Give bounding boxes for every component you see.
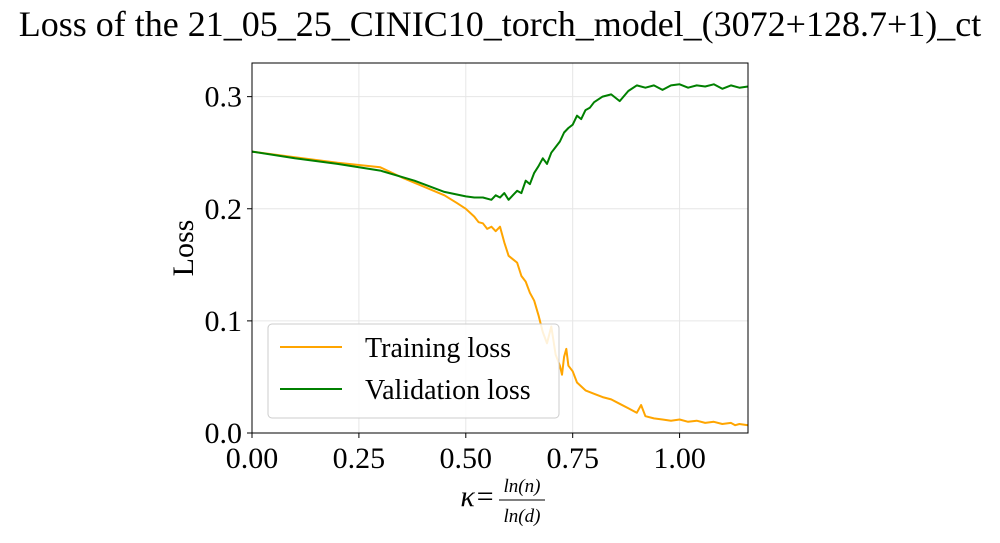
x-axis-label: κ= ln(n) ln(d) — [460, 476, 545, 527]
y-tick-label: 0.3 — [205, 81, 243, 114]
y-axis-ticks: 0.0 0.1 0.2 0.3 — [205, 81, 252, 450]
y-tick-label: 0.0 — [205, 417, 243, 450]
x-axis-label-denominator: ln(d) — [504, 506, 541, 527]
y-tick-label: 0.1 — [205, 305, 243, 338]
chart-title: Loss of the 21_05_25_CINIC10_torch_model… — [19, 4, 982, 44]
legend-label-validation: Validation loss — [365, 375, 531, 406]
x-tick-label: 0.50 — [440, 442, 493, 475]
x-axis-label-prefix: κ= — [460, 480, 495, 513]
legend-label-training: Training loss — [365, 333, 511, 364]
x-tick-label: 0.00 — [226, 442, 279, 475]
y-axis-label: Loss — [167, 220, 200, 277]
legend: Training loss Validation loss — [267, 323, 560, 419]
plot-area-frame — [251, 62, 749, 434]
x-axis-ticks: 0.00 0.25 0.50 0.75 1.00 — [226, 433, 706, 475]
x-tick-label: 0.75 — [546, 442, 599, 475]
x-tick-label: 1.00 — [653, 442, 706, 475]
y-tick-label: 0.2 — [205, 193, 243, 226]
x-tick-label: 0.25 — [333, 442, 386, 475]
validation-loss-line — [251, 83, 749, 201]
x-axis-label-numerator: ln(n) — [504, 476, 541, 497]
